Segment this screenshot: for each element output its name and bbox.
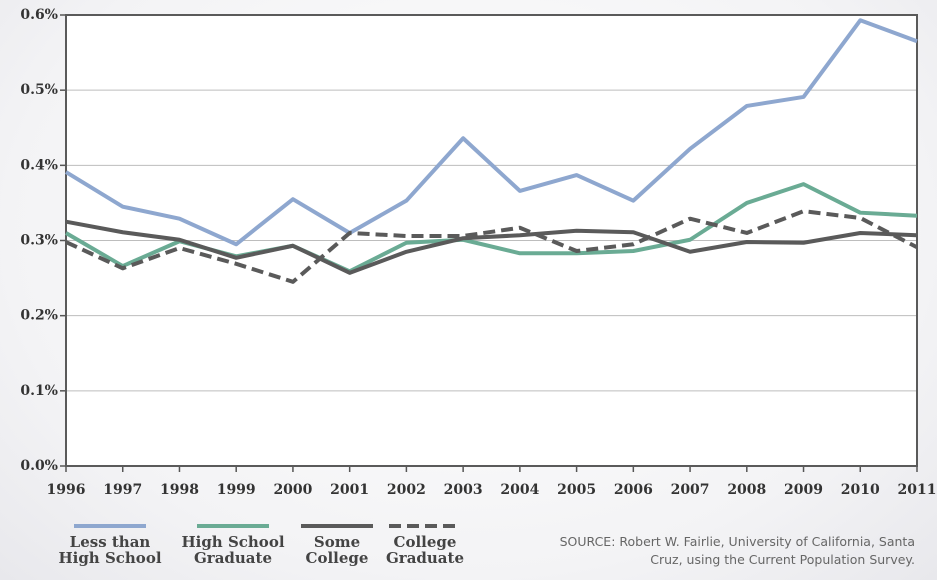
legend-swatch bbox=[74, 524, 146, 528]
legend-swatch bbox=[389, 524, 461, 528]
y-tick-label: 0.3% bbox=[20, 233, 58, 249]
series-line bbox=[64, 18, 918, 247]
legend-label: Some College bbox=[305, 533, 369, 567]
y-tick-label: 0.0% bbox=[20, 458, 58, 474]
y-tick-label: 0.5% bbox=[20, 82, 58, 98]
legend-swatch bbox=[197, 524, 269, 528]
x-tick-label: 1997 bbox=[103, 482, 142, 498]
legend-swatch bbox=[301, 524, 373, 528]
x-tick-label: 2006 bbox=[614, 482, 653, 498]
series-line bbox=[65, 209, 918, 284]
source-note: SOURCE: Robert W. Fairlie, University of… bbox=[559, 534, 915, 567]
legend-item: Less than High School bbox=[58, 522, 162, 566]
x-tick-label: 1996 bbox=[47, 482, 86, 498]
plot-border bbox=[65, 14, 918, 467]
x-tick-label: 2008 bbox=[727, 482, 766, 498]
legend-label: College Graduate bbox=[385, 533, 465, 567]
legend-item: Some College bbox=[285, 522, 389, 566]
legend-label: Less than High School bbox=[58, 533, 162, 567]
legend-label: High School Graduate bbox=[181, 533, 285, 567]
y-tick-label: 0.1% bbox=[20, 383, 58, 399]
chart: 0.0% 0.1% 0.2% 0.3% 0.4% 0.5% 0.6% 1996 1997 1998… bbox=[20, 7, 937, 498]
x-tick-label: 2011 bbox=[898, 482, 937, 498]
y-tick-label: 0.6% bbox=[20, 7, 58, 23]
x-tick-label: 2009 bbox=[784, 482, 823, 498]
x-tick-label: 2000 bbox=[273, 482, 312, 498]
x-tick-label: 2007 bbox=[671, 482, 710, 498]
legend-item: High School Graduate bbox=[181, 522, 285, 566]
x-tick-label: 2002 bbox=[387, 482, 426, 498]
x-tick-label: 2005 bbox=[557, 482, 596, 498]
x-tick-label: 2004 bbox=[500, 482, 539, 498]
series-line bbox=[65, 219, 918, 275]
x-tick-label: 1998 bbox=[160, 482, 199, 498]
x-tick-label: 1999 bbox=[217, 482, 256, 498]
x-tick-label: 2001 bbox=[330, 482, 369, 498]
y-tick-label: 0.4% bbox=[20, 157, 58, 173]
x-tick-label: 2003 bbox=[444, 482, 483, 498]
legend-item: College Graduate bbox=[373, 522, 477, 566]
x-tick-label: 2010 bbox=[841, 482, 880, 498]
y-tick-label: 0.2% bbox=[20, 308, 58, 324]
